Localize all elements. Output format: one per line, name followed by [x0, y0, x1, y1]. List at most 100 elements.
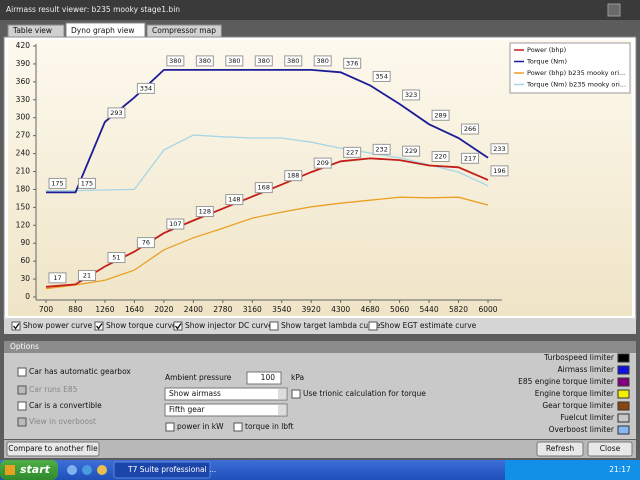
- checkbox[interactable]: [368, 321, 378, 331]
- data-label-box: [402, 145, 421, 157]
- data-label-box: [48, 177, 67, 189]
- select[interactable]: [164, 387, 288, 401]
- data-label: 168: [258, 184, 270, 192]
- x-tick-label: 6000: [478, 305, 497, 314]
- checkbox[interactable]: [11, 321, 21, 331]
- checkbox[interactable]: [173, 321, 183, 331]
- legend-label: Power (bhp): [527, 46, 566, 54]
- quick-launch-icon[interactable]: [97, 465, 107, 475]
- tab[interactable]: [146, 24, 222, 38]
- data-label: 148: [228, 196, 240, 204]
- close-window[interactable]: [607, 3, 621, 17]
- limiter-label: Overboost limiter: [549, 425, 615, 434]
- limiter-swatch: [617, 413, 630, 423]
- data-label: 209: [316, 159, 328, 167]
- data-label-box: [225, 194, 244, 206]
- x-tick-label: 3920: [302, 305, 321, 314]
- data-label: 380: [169, 57, 181, 65]
- data-label-box: [254, 182, 273, 194]
- check-mark: [95, 323, 103, 330]
- checkbox[interactable]: [17, 385, 27, 395]
- y-tick-label: 420: [16, 41, 31, 50]
- y-tick-label: 120: [16, 220, 31, 229]
- task-button[interactable]: [113, 461, 211, 479]
- data-label: 233: [493, 145, 505, 153]
- system-tray: [505, 460, 640, 480]
- select[interactable]: [164, 403, 288, 417]
- data-label-box: [107, 107, 126, 119]
- check-mark: [174, 323, 182, 330]
- checkbox-label: View in overboost: [29, 417, 96, 426]
- options-header: [4, 341, 636, 353]
- data-label: 334: [140, 84, 152, 92]
- legend-label: Torque (Nm): [526, 58, 567, 66]
- legend: [509, 42, 631, 94]
- data-label: 293: [110, 109, 122, 117]
- data-label: 380: [199, 57, 211, 65]
- options-panel: [4, 353, 636, 439]
- data-label: 380: [228, 57, 240, 65]
- checkbox[interactable]: [165, 422, 175, 432]
- series-line: [46, 134, 489, 192]
- checkbox[interactable]: [17, 401, 27, 411]
- checkbox[interactable]: [291, 389, 301, 399]
- limiter-label: Airmass limiter: [558, 365, 615, 374]
- checkbox-label: Use trionic calculation for torque: [303, 389, 426, 398]
- data-label: 175: [51, 179, 63, 187]
- checkbox[interactable]: [233, 422, 243, 432]
- pressure-unit: kPa: [291, 373, 304, 382]
- data-label: 175: [81, 179, 93, 187]
- limiter-swatch: [617, 365, 630, 375]
- checkbox[interactable]: [17, 367, 27, 377]
- data-label-box: [195, 55, 214, 67]
- x-tick-label: 3540: [272, 305, 291, 314]
- x-tick-label: 2400: [184, 305, 203, 314]
- checkbox[interactable]: [94, 321, 104, 331]
- quick-launch-icon[interactable]: [67, 465, 77, 475]
- y-tick-label: 0: [25, 292, 30, 301]
- x-tick-label: 1640: [125, 305, 144, 314]
- select-value: Show airmass: [169, 389, 221, 398]
- y-tick-label: 90: [20, 238, 30, 247]
- y-tick-label: 360: [16, 77, 31, 86]
- close-label: Close: [600, 444, 621, 453]
- checkbox-label: Car runs E85: [29, 385, 78, 394]
- x-tick-label: 700: [39, 305, 54, 314]
- data-label: 323: [405, 91, 417, 99]
- checkbox[interactable]: [17, 417, 27, 427]
- limiter-label: Fuelcut limiter: [560, 413, 615, 422]
- y-tick-label: 210: [16, 167, 31, 176]
- data-label: 380: [316, 57, 328, 65]
- data-label-box: [48, 272, 67, 284]
- data-label: 188: [287, 172, 299, 180]
- compare-button[interactable]: [6, 441, 100, 457]
- y-tick-label: 390: [16, 59, 31, 68]
- refresh-button[interactable]: [536, 441, 584, 457]
- data-label-box: [431, 151, 450, 163]
- checkbox[interactable]: [269, 321, 279, 331]
- tab-label: Table view: [12, 26, 52, 35]
- x-tick-label: 3160: [243, 305, 262, 314]
- limiter-swatch: [617, 377, 630, 387]
- quick-launch-icon[interactable]: [82, 465, 92, 475]
- limiter-label: Gear torque limiter: [542, 401, 615, 410]
- tab[interactable]: [7, 24, 65, 38]
- limiter-label: Engine torque limiter: [535, 389, 615, 398]
- data-label-box: [77, 177, 96, 189]
- data-label: 217: [464, 154, 476, 162]
- checkbox-label: Show power curve: [23, 321, 93, 330]
- close-button[interactable]: [587, 441, 633, 457]
- pressure-input[interactable]: [246, 371, 282, 385]
- data-label: 380: [287, 57, 299, 65]
- x-tick-label: 2020: [154, 305, 173, 314]
- data-label: 289: [434, 111, 446, 119]
- y-tick-label: 270: [16, 131, 31, 140]
- tab[interactable]: [65, 22, 146, 38]
- checkbox-label: Car has automatic gearbox: [29, 367, 131, 376]
- tab-label: Dyno graph view: [71, 26, 135, 35]
- data-label-box: [284, 55, 303, 67]
- data-label-box: [313, 157, 332, 169]
- checkbox-label: Show EGT estimate curve: [380, 321, 477, 330]
- data-label-box: [166, 218, 185, 230]
